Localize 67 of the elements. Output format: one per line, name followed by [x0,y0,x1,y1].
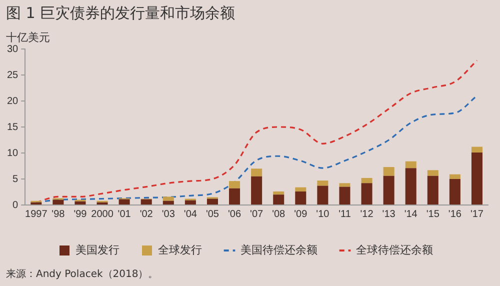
bar [427,170,438,176]
bar [273,194,284,204]
bar [295,187,306,192]
y-tick-label: 5 [12,174,19,185]
x-tick-label: '08 [272,208,286,220]
x-tick-label: '11 [338,208,352,220]
bar [339,186,350,204]
bar [427,176,438,204]
y-tick-label: 25 [7,70,19,81]
bar [206,198,218,204]
bar [251,168,262,176]
legend-label: 美国待偿还余额 [240,243,318,256]
y-tick-label: 15 [7,122,19,133]
bar [52,200,64,204]
y-tick-label: 30 [7,44,19,55]
chart-title: 图 1 巨灾债券的发行量和市场余额 [6,4,236,23]
y-axis-title: 十亿美元 [6,30,50,45]
bar [405,161,416,168]
bar [140,199,152,204]
x-tick-label: '13 [382,208,396,220]
x-tick-label: 2000 [91,208,114,220]
bar [229,181,240,188]
y-tick-label: 0 [12,200,19,211]
legend-label: 全球待偿还余额 [356,243,433,256]
x-tick-label: '07 [250,208,264,220]
x-tick-label: '09 [294,208,308,220]
bar [229,188,240,204]
x-tick-label: '05 [206,208,220,220]
x-tick-label: '17 [470,208,484,220]
x-tick-label: '10 [316,208,330,220]
x-tick-label: '99 [74,208,88,220]
bar [251,176,262,204]
bar [317,186,328,204]
bar [361,183,372,204]
bar [339,183,350,187]
x-tick-label: '04 [184,208,198,220]
bar [317,180,328,186]
source-note: 来源：Andy Polacek（2018）。 [6,268,158,281]
bar [405,168,416,204]
bar [383,167,394,176]
x-tick-label: '02 [140,208,154,220]
bar [162,196,174,201]
bar [74,201,86,204]
x-tick-label: '12 [360,208,374,220]
bar [118,199,130,204]
y-tick-label: 20 [7,96,19,107]
bar [471,152,482,204]
bar [471,146,482,152]
bar [295,191,306,204]
bar [383,176,394,204]
bar [449,179,460,204]
x-tick-label: '98 [52,208,66,220]
x-tick-label: '14 [404,208,418,220]
x-tick-label: '16 [448,208,462,220]
bar [162,200,174,204]
legend-label: 全球发行 [158,243,202,256]
bar [273,191,284,195]
bar [361,178,372,184]
x-tick-label: '06 [228,208,242,220]
bar [184,200,196,204]
x-tick-label: '15 [426,208,440,220]
x-tick-label: 1997 [25,208,48,220]
x-tick-label: '01 [118,208,132,220]
bar [449,174,460,179]
y-tick-label: 10 [7,148,19,159]
x-tick-label: '03 [162,208,176,220]
legend-label: 美国发行 [76,243,120,256]
